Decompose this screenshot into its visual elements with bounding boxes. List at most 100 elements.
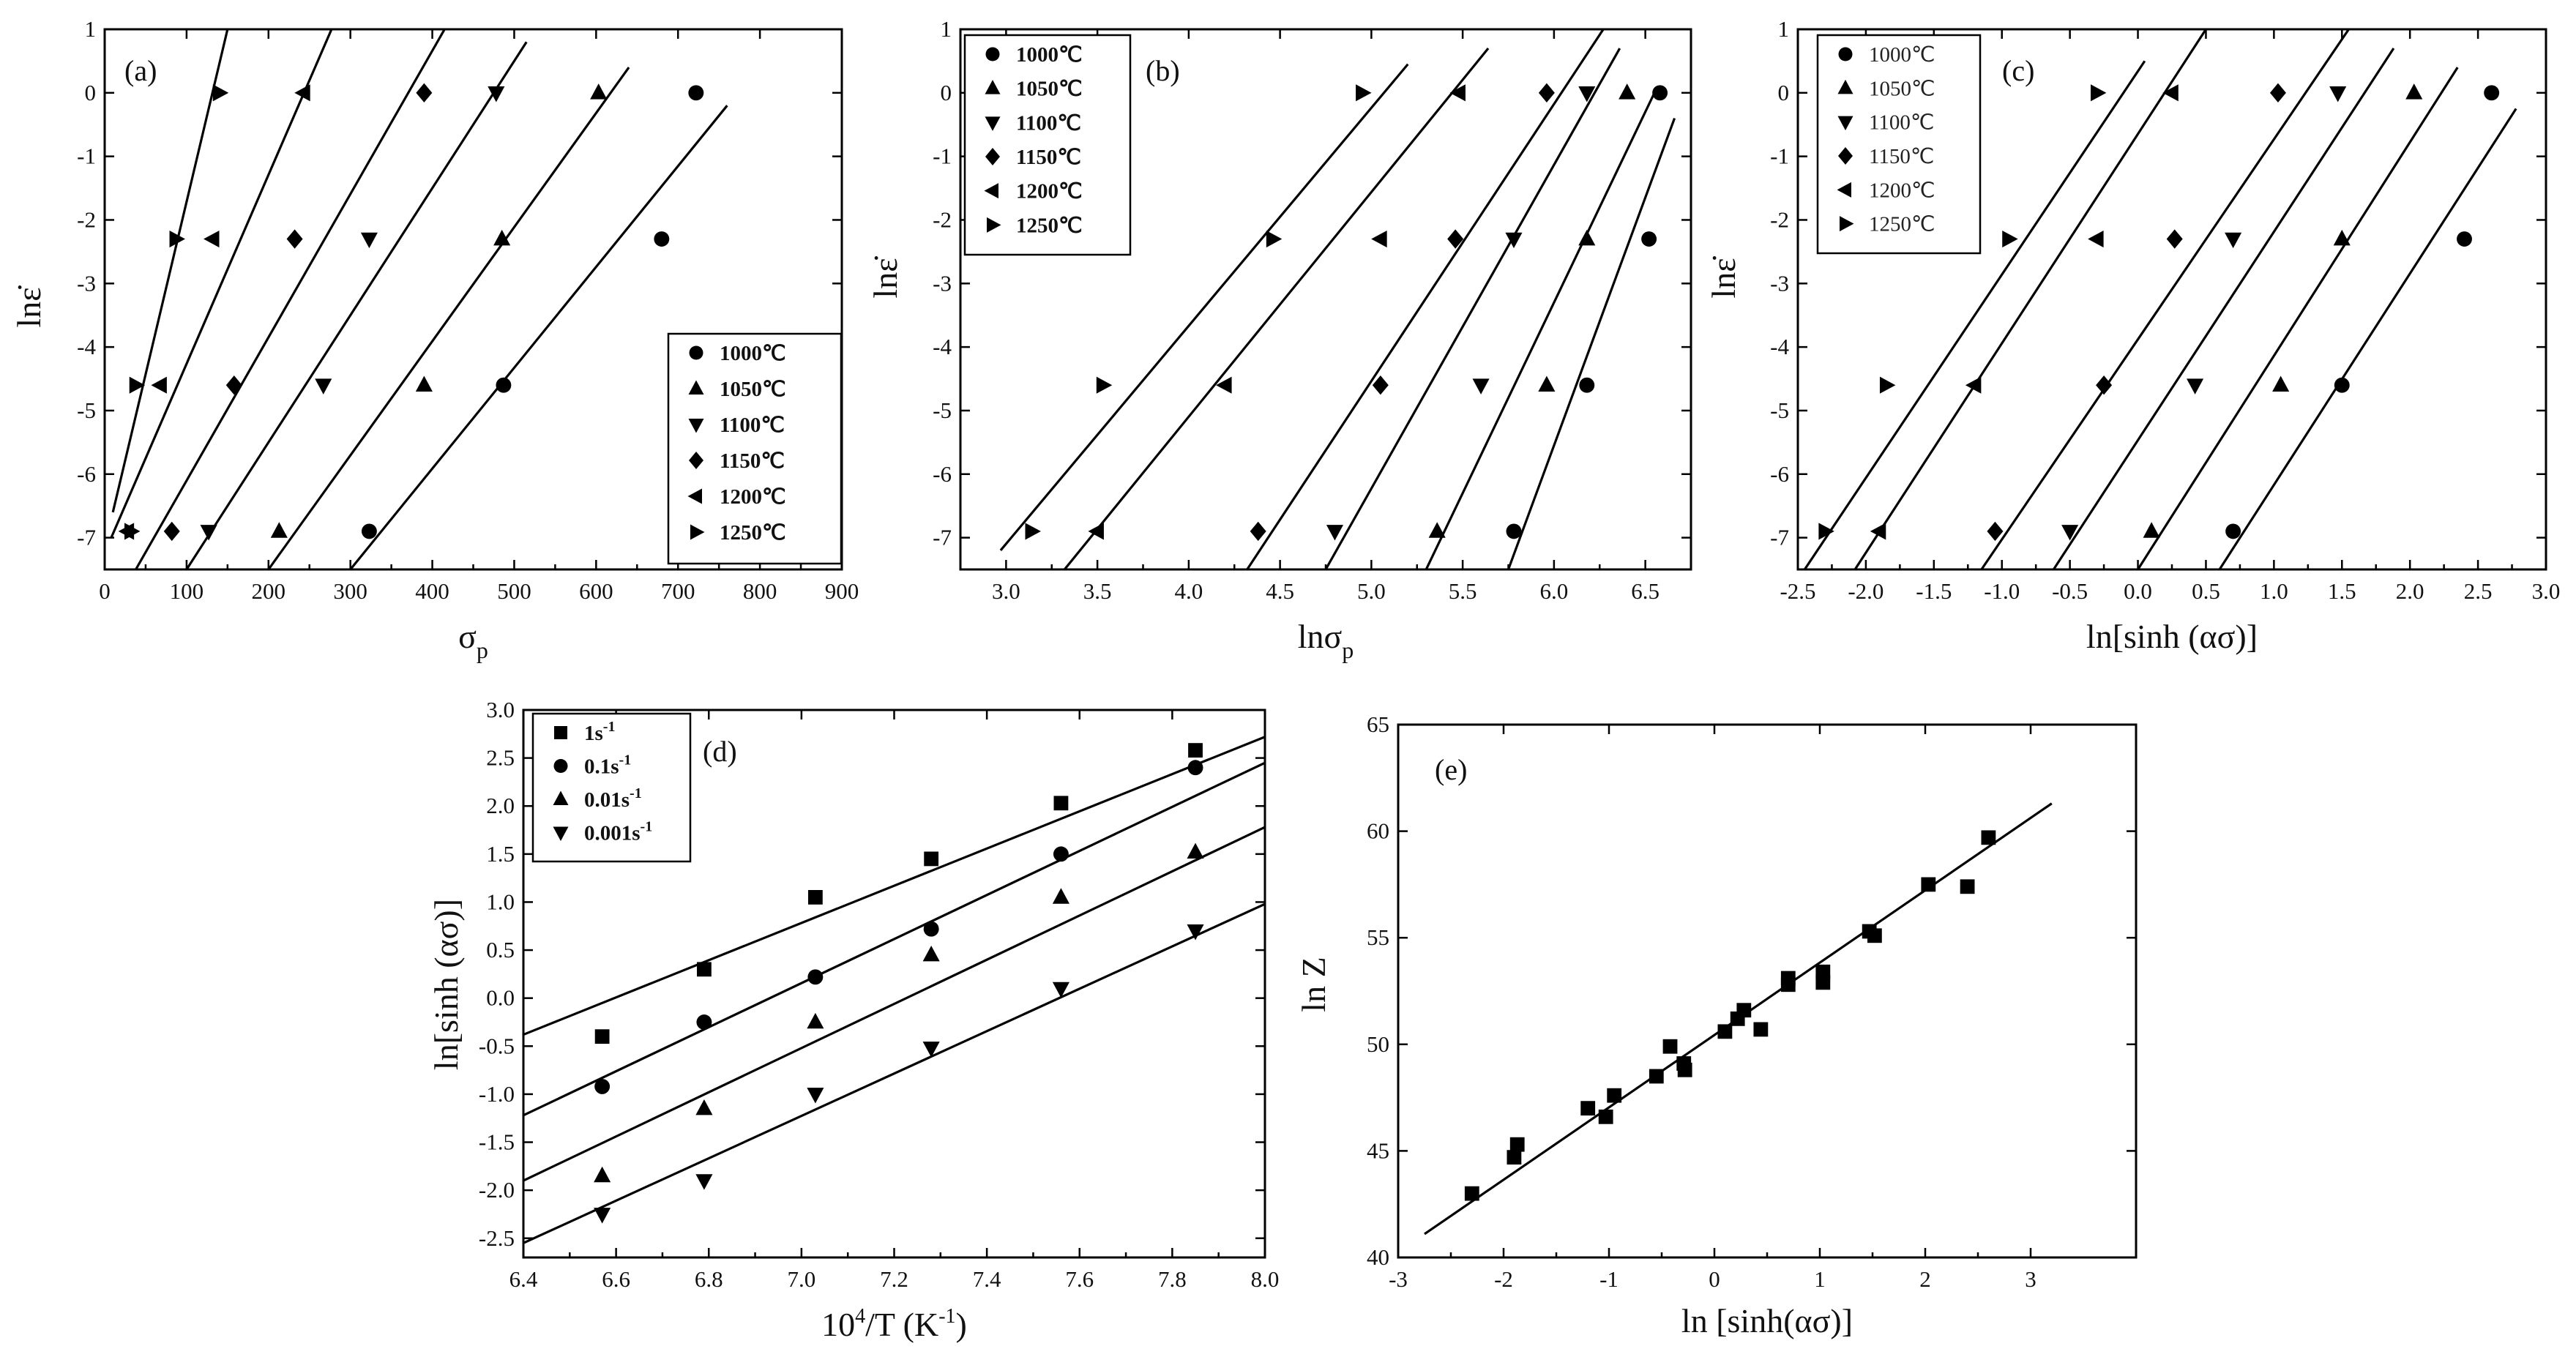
data-point (1356, 84, 1372, 102)
data-point (1641, 231, 1657, 247)
y-tick-label: 65 (1367, 711, 1389, 737)
y-tick-label: -2.0 (479, 1177, 515, 1203)
legend: 1000℃ 1050℃ 1100℃ 1150℃ 1200℃ 1250℃ (1816, 34, 1982, 255)
data-point (2334, 377, 2350, 393)
legend: 1000℃ 1050℃ 1100℃ 1150℃ 1200℃ 1250℃ (963, 34, 1132, 256)
legend-label: 0.1s-1 (584, 752, 631, 779)
data-point (270, 522, 288, 538)
legend-box (1816, 34, 1982, 255)
y-tick-label: -3 (77, 270, 96, 296)
y-axis-title: lnε̇ (1705, 255, 1742, 298)
data-point (294, 84, 310, 102)
data-point (2187, 378, 2204, 395)
y-tick-label: 0 (85, 80, 97, 105)
y-tick-label: -3 (933, 270, 952, 296)
data-point (590, 83, 608, 100)
y-tick-label: 60 (1367, 818, 1389, 844)
data-point (2225, 523, 2241, 539)
legend-label: 1s-1 (584, 719, 615, 745)
legend-marker (689, 345, 703, 360)
data-point (163, 521, 180, 542)
legend-box (963, 34, 1132, 256)
data-point (2329, 86, 2347, 102)
data-point (1372, 375, 1389, 395)
data-point (1580, 1101, 1596, 1116)
data-point (807, 889, 823, 905)
data-point (129, 376, 146, 394)
data-point (493, 229, 511, 246)
legend-marker (688, 419, 704, 433)
chart-d: 6.4 6.6 6.8 7.0 7.2 7.4 7.6 7.8 8.0 3.0 2.5 2.0 1.5 1… (428, 697, 1279, 1343)
y-tick-label: -1.0 (479, 1081, 515, 1107)
data-point (415, 375, 433, 392)
data-point (594, 1166, 611, 1183)
data-point (922, 1042, 940, 1058)
legend-box (667, 332, 843, 565)
legend-marker (1837, 79, 1853, 94)
data-point (1579, 377, 1595, 393)
x-tick-label: 0.5 (2192, 578, 2220, 604)
data-point (124, 523, 141, 540)
legend-marker (689, 452, 703, 469)
x-tick-label: 200 (252, 578, 286, 604)
data-point (1188, 743, 1203, 758)
data-point (1266, 230, 1283, 248)
data-point (1649, 1069, 1664, 1084)
fit-lines (110, 29, 728, 569)
legend-label: 1000℃ (1016, 43, 1083, 67)
y-tick-label: 0 (941, 80, 952, 105)
x-tick-label: 300 (333, 578, 367, 604)
legend-label: 1250℃ (720, 521, 786, 545)
legend-marker (985, 80, 1001, 94)
fit-lines (1803, 29, 2517, 569)
data-point (697, 962, 712, 977)
y-tick-label: -1.5 (479, 1129, 515, 1155)
x-tick-label: 3.5 (1083, 578, 1112, 604)
x-tick-label: 500 (497, 578, 531, 604)
legend-marker (1840, 216, 1854, 232)
data-point (1870, 523, 1886, 540)
y-tick-label: -6 (1770, 461, 1789, 487)
fit-line (2218, 108, 2517, 569)
y-tick-label: 40 (1367, 1244, 1389, 1270)
data-point (2272, 375, 2290, 392)
data-point (2405, 83, 2423, 100)
x-tick-label: -2 (1494, 1266, 1513, 1292)
data-point (2091, 84, 2107, 102)
y-axis-title: lnε̇ (867, 255, 904, 298)
data-point (1447, 229, 1464, 249)
data-point (923, 921, 939, 937)
legend-marker (1838, 147, 1853, 165)
x-tick-label: 1 (1814, 1266, 1826, 1292)
legend-marker (687, 488, 702, 504)
fit-line (523, 736, 1265, 1036)
y-tick-label: -1 (77, 143, 96, 169)
data-point (1662, 1039, 1678, 1054)
data-point (1753, 1022, 1769, 1037)
data-point (2096, 375, 2113, 395)
y-tick-label: -4 (77, 334, 96, 359)
y-tick-label: -4 (1770, 334, 1789, 359)
data-point (1187, 924, 1204, 941)
x-tick-label: 0 (1709, 1266, 1720, 1292)
y-tick-label: 3.0 (486, 697, 515, 722)
data-point (1538, 375, 1556, 392)
data-point (1052, 982, 1069, 998)
legend-marker (1838, 47, 1853, 61)
data-point (1815, 964, 1831, 979)
y-tick-label: -2.5 (479, 1225, 515, 1251)
data-point (654, 231, 670, 247)
fit-line (111, 29, 229, 513)
legend-label: 1200℃ (720, 485, 786, 509)
fit-line (1425, 92, 1656, 569)
x-tick-label: 1.5 (2328, 578, 2356, 604)
data-point (1509, 1137, 1525, 1152)
chart-c: -2.5 -2.0 -1.5 -1.0 -0.5 0.0 0.5 1.0 1.5 2.0 2.5 3.… (1705, 16, 2560, 655)
x-tick-label: 8.0 (1251, 1266, 1280, 1292)
data-point (1025, 523, 1041, 540)
legend-label: 1200℃ (1869, 179, 1935, 202)
x-tick-label: 2.0 (2396, 578, 2424, 604)
fit-line (1246, 29, 1605, 569)
y-tick-label: 1 (1778, 16, 1790, 42)
